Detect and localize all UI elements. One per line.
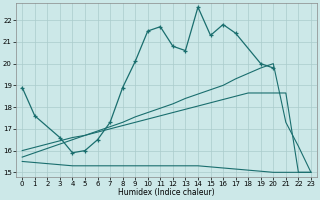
X-axis label: Humidex (Indice chaleur): Humidex (Indice chaleur) [118,188,215,197]
